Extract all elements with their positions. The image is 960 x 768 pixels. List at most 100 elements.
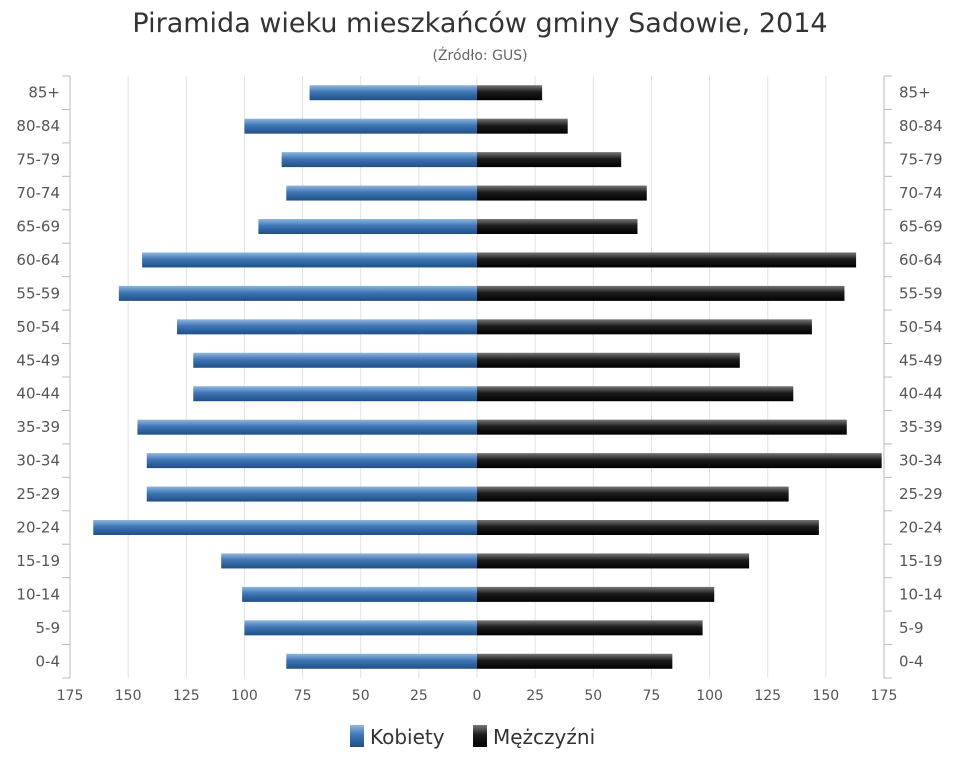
category-label-right: 5-9 [899, 619, 924, 637]
bar-mezczyzni[interactable] [477, 419, 847, 435]
bar-kobiety[interactable] [286, 653, 477, 669]
bar-mezczyzni[interactable] [477, 386, 794, 402]
x-tick-label: 125 [173, 688, 200, 704]
bar-mezczyzni[interactable] [477, 152, 622, 168]
bar-mezczyzni[interactable] [477, 252, 857, 268]
category-label-left: 15-19 [16, 552, 60, 570]
category-label-left: 70-74 [16, 184, 60, 202]
category-label-left: 80-84 [16, 117, 60, 135]
category-label-left: 40-44 [16, 385, 60, 403]
x-tick-label: 75 [294, 688, 312, 704]
x-tick-label: 150 [812, 688, 839, 704]
category-label-left: 75-79 [16, 151, 60, 169]
axes-group [62, 75, 892, 679]
bar-kobiety[interactable] [93, 520, 477, 535]
category-label-right: 80-84 [899, 117, 943, 135]
category-label-left: 25-29 [16, 485, 60, 503]
category-label-right: 60-64 [899, 251, 943, 269]
x-tick-label: 175 [57, 688, 84, 704]
category-label-left: 0-4 [36, 652, 61, 670]
bar-mezczyzni[interactable] [477, 319, 812, 335]
legend-swatch-kobiety[interactable] [350, 725, 364, 747]
x-tick-label: 150 [115, 688, 142, 704]
category-labels: 0-4 0-4 5-9 5-9 10-14 10-14 15-19 15-19 20-24 20-… [16, 84, 942, 671]
bar-kobiety[interactable] [258, 219, 477, 234]
category-label-left: 20-24 [16, 519, 60, 537]
x-tick-label: 75 [643, 688, 661, 704]
category-label-right: 20-24 [899, 519, 943, 537]
bar-mezczyzni[interactable] [477, 285, 845, 301]
category-label-right: 10-14 [899, 585, 943, 603]
bar-kobiety[interactable] [118, 285, 477, 301]
category-label-right: 0-4 [899, 652, 924, 670]
category-label-left: 55-59 [16, 284, 60, 302]
bars-group [93, 85, 882, 669]
legend-label-mezczyzni[interactable]: Mężczyźni [493, 725, 595, 749]
bar-kobiety[interactable] [286, 185, 477, 201]
bar-kobiety[interactable] [244, 118, 477, 134]
bar-kobiety[interactable] [193, 352, 477, 368]
category-label-left: 50-54 [16, 318, 60, 336]
bar-mezczyzni[interactable] [477, 85, 543, 101]
category-label-right: 55-59 [899, 284, 943, 302]
bar-mezczyzni[interactable] [477, 486, 789, 502]
chart-title: Piramida wieku mieszkańców gminy Sadowie… [132, 8, 827, 39]
legend-swatch-mezczyzni[interactable] [473, 725, 487, 747]
x-tick-label: 50 [352, 688, 370, 704]
bar-kobiety[interactable] [244, 620, 477, 636]
bar-mezczyzni[interactable] [477, 352, 740, 368]
category-label-right: 30-34 [899, 452, 943, 470]
category-label-right: 50-54 [899, 318, 943, 336]
category-label-right: 75-79 [899, 151, 943, 169]
category-label-right: 15-19 [899, 552, 943, 570]
legend-label-kobiety[interactable]: Kobiety [370, 725, 445, 749]
bar-kobiety[interactable] [142, 252, 477, 268]
chart-subtitle: (Źródło: GUS) [432, 46, 527, 64]
bar-kobiety[interactable] [309, 85, 477, 101]
bar-kobiety[interactable] [146, 486, 477, 502]
category-label-left: 30-34 [16, 452, 60, 470]
category-label-right: 45-49 [899, 351, 943, 369]
bar-kobiety[interactable] [221, 553, 477, 569]
x-tick-label: 125 [754, 688, 781, 704]
bar-kobiety[interactable] [193, 386, 477, 402]
bar-mezczyzni[interactable] [477, 185, 647, 201]
category-label-left: 65-69 [16, 218, 60, 236]
x-tick-label: 100 [231, 688, 258, 704]
category-label-left: 5-9 [36, 619, 61, 637]
bar-mezczyzni[interactable] [477, 219, 638, 234]
bar-kobiety[interactable] [242, 586, 477, 602]
category-label-right: 70-74 [899, 184, 943, 202]
category-label-right: 35-39 [899, 418, 943, 436]
bar-mezczyzni[interactable] [477, 553, 750, 569]
bar-kobiety[interactable] [146, 453, 477, 469]
bar-mezczyzni[interactable] [477, 653, 673, 669]
x-tick-label: 100 [696, 688, 723, 704]
category-label-right: 25-29 [899, 485, 943, 503]
x-tick-label: 25 [526, 688, 544, 704]
x-tick-label: 25 [410, 688, 428, 704]
x-tick-labels: 175 150 125 100 75 50 25 0 25 50 75 100 125 150 175 [57, 688, 898, 704]
bar-kobiety[interactable] [281, 152, 477, 168]
bar-kobiety[interactable] [137, 419, 477, 435]
bar-mezczyzni[interactable] [477, 586, 715, 602]
category-label-left: 10-14 [16, 585, 60, 603]
legend[interactable]: Kobiety Mężczyźni [350, 725, 595, 749]
category-label-left: 85+ [28, 84, 60, 102]
x-tick-label: 50 [584, 688, 602, 704]
x-tick-label: 0 [473, 688, 482, 704]
bar-mezczyzni[interactable] [477, 453, 882, 469]
grid-lines [69, 76, 885, 678]
category-label-left: 60-64 [16, 251, 60, 269]
bar-kobiety[interactable] [176, 319, 478, 335]
bar-mezczyzni[interactable] [477, 520, 819, 535]
bar-mezczyzni[interactable] [477, 118, 568, 134]
category-label-right: 65-69 [899, 218, 943, 236]
x-tick-label: 175 [871, 688, 898, 704]
category-label-right: 40-44 [899, 385, 943, 403]
category-label-left: 35-39 [16, 418, 60, 436]
category-label-right: 85+ [899, 84, 931, 102]
bar-mezczyzni[interactable] [477, 620, 703, 636]
category-label-left: 45-49 [16, 351, 60, 369]
